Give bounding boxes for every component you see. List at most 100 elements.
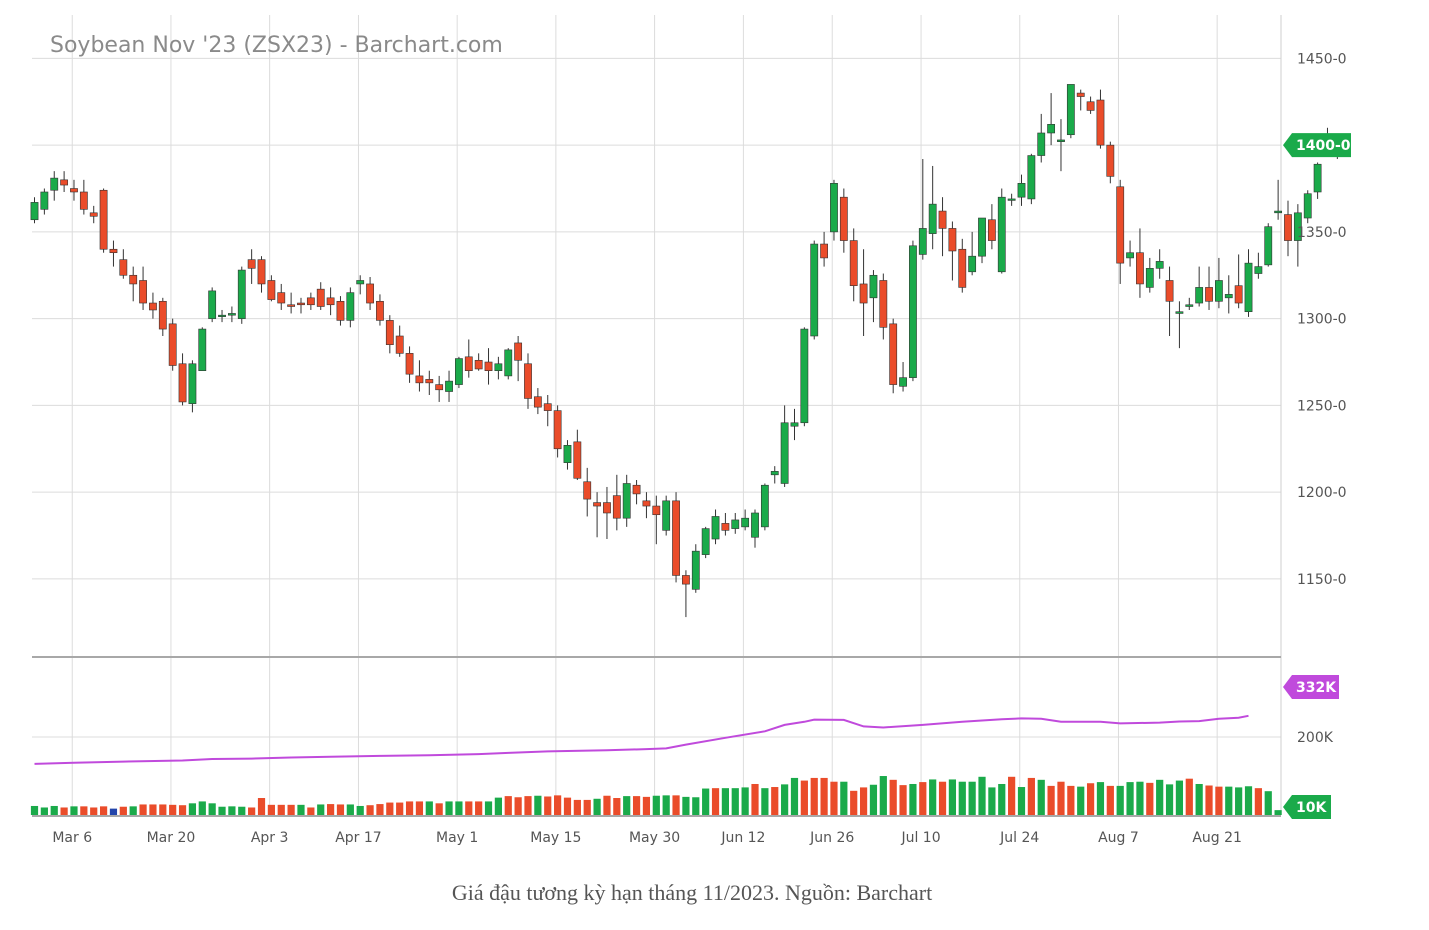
volume-bar (248, 807, 256, 815)
candle-body (751, 512, 759, 538)
candle-down (1234, 254, 1243, 309)
candle-body (1136, 252, 1144, 285)
volume-bar (682, 796, 690, 815)
volume-bar (603, 795, 611, 815)
soybean-chart: Soybean Nov '23 (ZSX23) - Barchart.com 1… (30, 15, 1351, 846)
candle-up (810, 240, 819, 340)
candle-down (415, 360, 424, 392)
candle-body (780, 422, 789, 484)
candle-down (1116, 179, 1125, 284)
candle-up (1274, 179, 1283, 220)
candle-down (168, 318, 177, 371)
candle-body (770, 471, 779, 476)
candle-down (612, 474, 621, 531)
candle-up (1195, 266, 1204, 307)
candle-body (721, 523, 730, 531)
candle-body (1066, 84, 1075, 136)
candle-body (326, 297, 335, 306)
volume-badge-shape (1283, 795, 1331, 819)
candle-down (721, 512, 730, 536)
candle-down (366, 277, 374, 310)
candle-down (820, 231, 828, 267)
candle-body (70, 188, 78, 193)
volume-bar (139, 804, 147, 815)
candle-body (869, 274, 878, 299)
candle-body (316, 288, 325, 307)
volume-bar (257, 798, 266, 815)
candle-body (445, 380, 453, 392)
candle-down (672, 492, 680, 583)
candle-down (948, 221, 957, 281)
volume-bar (909, 783, 917, 815)
candle-up (1126, 240, 1134, 267)
volume-bar (317, 804, 325, 815)
candle-up (455, 356, 463, 389)
candle-body (859, 283, 868, 304)
volume-bar (741, 787, 749, 815)
volume-bar (307, 807, 315, 815)
candle-down (859, 249, 868, 336)
candle-body (889, 323, 898, 385)
axis-badges: 1400-0 332K 10K (1283, 133, 1351, 819)
candle-up (50, 171, 59, 201)
candle-up (691, 544, 700, 593)
grid-lines (32, 15, 1282, 817)
volume-bars (30, 776, 1282, 815)
volume-bar (761, 788, 769, 815)
volume-bar (484, 801, 493, 815)
candle-down (99, 188, 108, 253)
candle-body (524, 363, 532, 399)
volume-bar (90, 807, 98, 815)
candle-body (494, 363, 503, 372)
candle-body (455, 358, 463, 385)
candle-up (968, 231, 977, 276)
candle-body (1274, 210, 1283, 214)
price-tick-label: 1200-0 (1297, 485, 1347, 501)
volume-bar (899, 785, 907, 815)
volume-bar (109, 808, 118, 815)
candle-body (563, 445, 572, 463)
candle-body (899, 377, 907, 387)
volume-bar (672, 795, 680, 815)
candle-body (1234, 285, 1243, 304)
candle-body (228, 313, 236, 316)
volume-bar (1047, 785, 1055, 815)
candle-down (158, 297, 167, 336)
candle-body (800, 328, 809, 424)
candle-body (198, 328, 207, 372)
candle-body (356, 280, 365, 285)
candle-body (247, 259, 256, 269)
candle-body (593, 502, 601, 507)
candle-body (218, 314, 226, 317)
volume-badge-label: 10K (1296, 800, 1327, 816)
volume-bar (405, 801, 414, 815)
volume-bar (929, 779, 937, 815)
volume-bar (494, 797, 502, 815)
candle-up (899, 362, 907, 392)
candle-up (928, 165, 937, 250)
candle-body (1215, 280, 1223, 302)
candle-up (1293, 204, 1302, 267)
candle-down (336, 296, 345, 326)
volume-bar (99, 806, 108, 815)
volume-bar (356, 805, 364, 815)
candle-down (849, 228, 858, 302)
candle-body (99, 189, 108, 250)
candle-up (662, 495, 671, 536)
candle-body (1293, 212, 1302, 241)
candle-body (385, 320, 394, 345)
candle-body (918, 228, 927, 255)
axes: 1450-01400-01350-01300-01250-01200-01150… (52, 51, 1346, 846)
volume-bar (573, 799, 581, 815)
candle-up (1007, 193, 1016, 206)
candle-up (909, 240, 917, 382)
volume-bar (652, 795, 660, 815)
volume-badge: 10K (1283, 795, 1331, 819)
last-price-badge-label: 1400-0 (1296, 138, 1351, 154)
candle-body (1175, 311, 1184, 314)
candle-body (642, 500, 651, 507)
candle-body (346, 292, 355, 321)
candle-body (405, 353, 414, 375)
volume-bar (1156, 779, 1164, 815)
candle-body (543, 403, 552, 411)
